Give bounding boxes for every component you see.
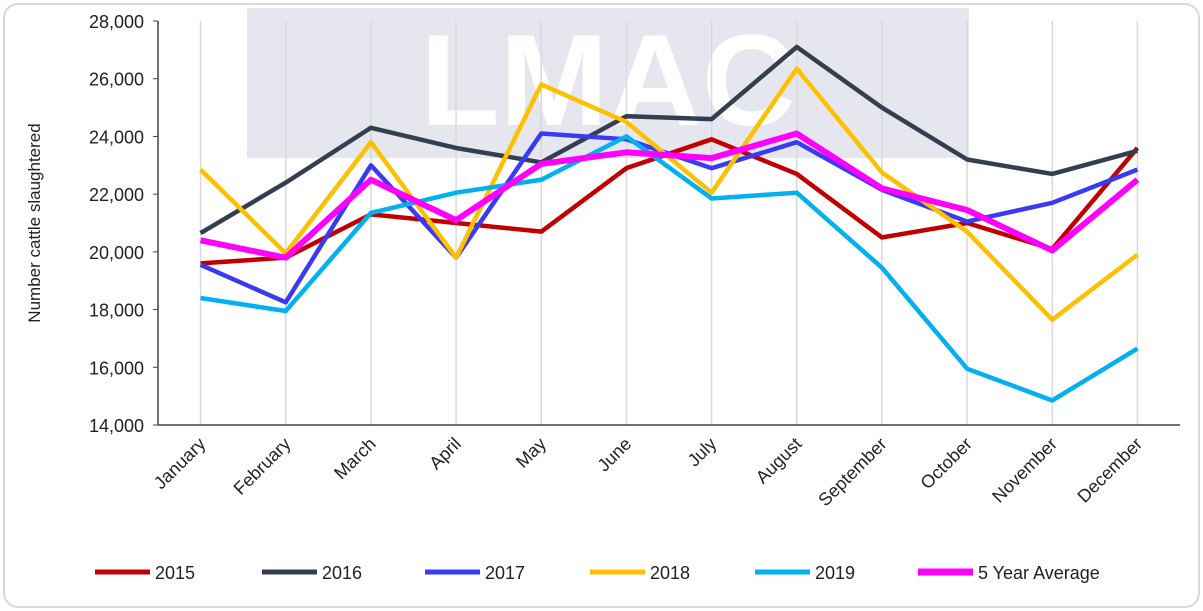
series-line: [200, 134, 1139, 403]
legend-label: 5 Year Average: [978, 563, 1100, 583]
y-tick-label: 16,000: [89, 358, 144, 378]
y-tick-label: 26,000: [89, 70, 144, 90]
legend-label: 2018: [650, 563, 690, 583]
y-tick-label: 24,000: [89, 127, 144, 147]
legend-label: 2017: [485, 563, 525, 583]
y-tick-label: 28,000: [89, 12, 144, 32]
y-tick-label: 14,000: [89, 416, 144, 436]
y-tick-label: 22,000: [89, 185, 144, 205]
y-tick-label: 18,000: [89, 301, 144, 321]
legend-label: 2015: [155, 563, 195, 583]
series-line: [199, 44, 1139, 236]
watermark: LMAC: [420, 7, 795, 153]
y-tick-label: 20,000: [89, 243, 144, 263]
legend-label: 2016: [322, 563, 362, 583]
legend-label: 2019: [815, 563, 855, 583]
series-line: [199, 130, 1140, 261]
y-axis-label: Number cattle slaughtered: [25, 123, 44, 322]
